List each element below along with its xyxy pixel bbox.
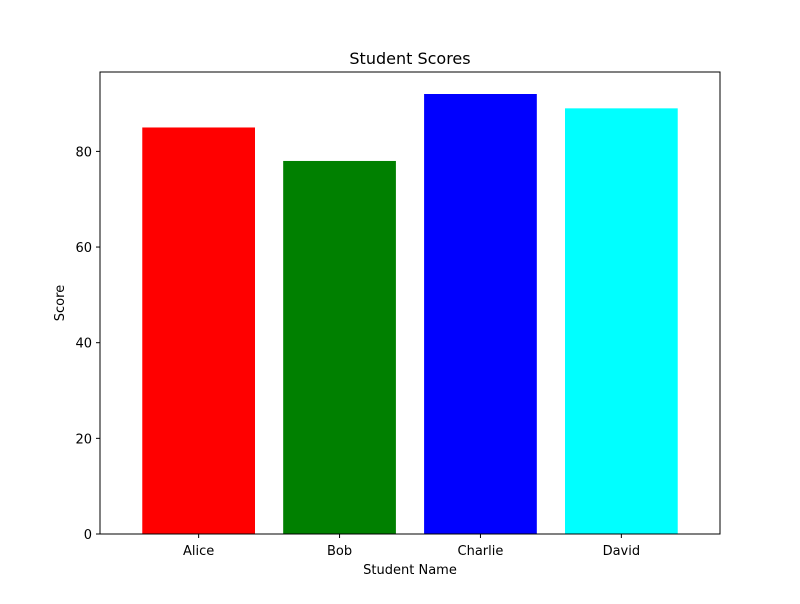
x-tick-label: Charlie — [458, 544, 504, 559]
x-tick-label: Bob — [327, 544, 352, 559]
y-axis: 0 20 40 60 80 — [75, 145, 100, 543]
y-tick-label: 0 — [84, 528, 92, 543]
plot-frame — [99, 71, 721, 535]
bar-alice — [142, 127, 255, 534]
bar-charlie — [424, 94, 537, 534]
chart-title: Student Scores — [349, 49, 470, 68]
bar-david — [565, 108, 678, 534]
x-axis-label: Student Name — [363, 563, 457, 578]
y-tick-label: 20 — [75, 432, 92, 447]
y-tick-label: 60 — [75, 241, 92, 256]
bars-layer — [142, 94, 678, 534]
y-tick-label: 40 — [75, 337, 92, 352]
x-tick-label: David — [603, 544, 641, 559]
y-axis-label: Score — [53, 285, 68, 321]
x-tick-label: Alice — [183, 544, 214, 559]
y-tick-label: 80 — [75, 145, 92, 160]
bar-bob — [283, 160, 396, 534]
x-axis: Alice Bob Charlie David — [183, 534, 640, 559]
